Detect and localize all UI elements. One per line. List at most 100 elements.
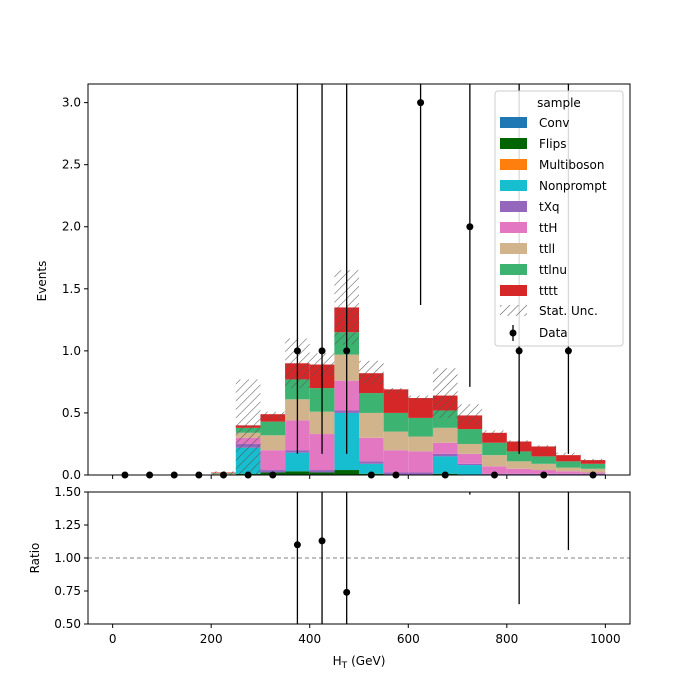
x-tick-label-2: 400 [298, 632, 321, 646]
x-axis-label: HT (GeV) [333, 654, 386, 671]
main-x-ticks [112, 475, 606, 479]
legend-swatch-tttt [500, 285, 527, 296]
bar-txq-bin-14 [457, 463, 483, 466]
bar-ttll-bin-14 [457, 443, 483, 454]
ratio-plot-area [88, 492, 630, 624]
bar-tth-bin-10 [359, 437, 384, 462]
legend-box [494, 90, 624, 347]
legend-label-stat-unc: Stat. Unc. [539, 304, 598, 318]
bar-txq-bin-10 [359, 461, 384, 464]
bar-tth-bin-13 [432, 442, 458, 454]
stat-unc-bin-15 [482, 430, 507, 436]
bar-nonprompt-bin-14 [457, 465, 483, 475]
legend-label-tttt: tttt [539, 284, 558, 298]
ratio-x-axis: 0 200 400 600 800 1000 [109, 624, 621, 646]
ratio-panel-frame [87, 491, 631, 625]
ratio-y-axis-label: Ratio [28, 543, 42, 574]
ratio-y-axis: 0.50 0.75 1.00 1.25 1.50 [54, 485, 88, 631]
bar-txq-bin-12 [408, 472, 433, 475]
bar-ttll-bin-10 [359, 412, 384, 438]
y-tick-label-5: 2.5 [62, 158, 81, 172]
bar-nonprompt-bin-10 [359, 463, 384, 474]
legend-swatch-conv [500, 117, 527, 128]
bar-tttt-bin-17 [531, 446, 557, 457]
main-y-axis-label: Events [35, 261, 49, 302]
stat-unc-bin-11 [383, 388, 409, 394]
ratio-panel: 0.50 0.75 1.00 1.25 1.50 0 200 400 600 800 1000 R… [28, 485, 631, 671]
bar-nonprompt-bin-7 [285, 452, 310, 472]
bar-txq-bin-6 [260, 470, 286, 473]
ratio-point-1 [318, 537, 326, 545]
bar-tth-bin-15 [482, 466, 507, 474]
ratio-point-2 [343, 588, 351, 596]
bar-ttll-bin-18 [556, 467, 581, 472]
ratio-y-tick-label-4: 1.50 [54, 485, 81, 499]
bar-ttll-bin-19 [580, 468, 606, 473]
bar-ttlnu-bin-17 [531, 456, 557, 464]
bar-ttll-bin-12 [408, 436, 433, 452]
legend-swatch-multiboson [500, 159, 527, 170]
legend-entry-data: Data [509, 325, 568, 341]
bar-tth-bin-16 [506, 468, 532, 474]
ratio-y-tick-label-1: 0.75 [54, 584, 81, 598]
x-tick-label-3: 600 [397, 632, 420, 646]
legend-entries: Conv Flips Multiboson Nonprompt tXq ttH ttll tt… [500, 116, 607, 298]
legend-swatch-txq [500, 201, 527, 212]
stat-unc-bin-13 [432, 368, 458, 418]
legend: sample Conv Flips Multiboson Nonprompt tXq tt… [494, 90, 624, 347]
legend-label-flips: Flips [539, 137, 566, 151]
y-tick-label-4: 2.0 [62, 220, 81, 234]
legend-label-tth: ttH [539, 221, 557, 235]
data-point-9 [343, 347, 351, 355]
bar-ttlnu-bin-16 [506, 451, 532, 462]
bar-ttlnu-bin-6 [260, 421, 286, 436]
bar-tttt-bin-19 [580, 460, 606, 464]
bar-ttll-bin-6 [260, 435, 286, 451]
data-point-14 [466, 223, 474, 231]
x-tick-label-5: 1000 [590, 632, 621, 646]
data-point-8 [318, 347, 326, 355]
legend-label-multiboson: Multiboson [539, 158, 605, 172]
bar-txq-bin-18 [556, 473, 581, 475]
bar-ttll-bin-17 [531, 463, 557, 471]
bar-tttt-bin-18 [556, 455, 581, 462]
bar-ttll-bin-11 [383, 431, 409, 451]
data-point-12 [417, 99, 425, 107]
bar-tttt-bin-12 [408, 398, 433, 418]
main-panel: 0.0 0.5 1.0 1.5 2.0 2.5 3.0 Events [35, 83, 631, 482]
y-tick-label-0: 0.0 [62, 468, 81, 482]
ratio-y-tick-label-0: 0.50 [54, 617, 81, 631]
bar-ttll-bin-15 [482, 455, 507, 467]
data-point-18 [564, 347, 572, 355]
ratio-y-tick-label-3: 1.25 [54, 518, 81, 532]
x-axis-label-unit: (GeV) [351, 654, 385, 668]
stat-unc-bin-5 [235, 379, 261, 475]
y-tick-label-2: 1.0 [62, 344, 81, 358]
legend-label-nonprompt: Nonprompt [539, 179, 607, 193]
legend-swatch-ttlnu [500, 264, 527, 275]
legend-label-txq: tXq [539, 200, 560, 214]
bar-ttlnu-bin-12 [408, 417, 433, 437]
bar-tth-bin-18 [556, 471, 581, 474]
legend-label-ttll: ttll [539, 242, 555, 256]
bar-txq-bin-13 [432, 453, 458, 457]
stat-unc-bin-14 [457, 404, 483, 426]
bar-tttt-bin-11 [383, 389, 409, 413]
bar-ttlnu-bin-10 [359, 393, 384, 413]
legend-swatch-nonprompt [500, 180, 527, 191]
legend-title: sample [537, 96, 581, 110]
legend-entry-stat-unc: Stat. Unc. [500, 304, 598, 318]
bar-ttlnu-bin-15 [482, 442, 507, 456]
stat-unc-bin-19 [580, 458, 606, 462]
ratio-y-tick-label-2: 1.00 [54, 551, 81, 565]
bar-ttll-bin-16 [506, 461, 532, 469]
bar-tth-bin-14 [457, 453, 483, 464]
legend-swatch-ttll [500, 243, 527, 254]
legend-label-ttlnu: ttlnu [539, 263, 567, 277]
bar-tth-bin-11 [383, 450, 409, 473]
data-point-7 [293, 347, 301, 355]
bar-flips-bin-7 [285, 471, 310, 475]
main-panel-frame [87, 83, 631, 476]
legend-swatch-flips [500, 138, 527, 149]
